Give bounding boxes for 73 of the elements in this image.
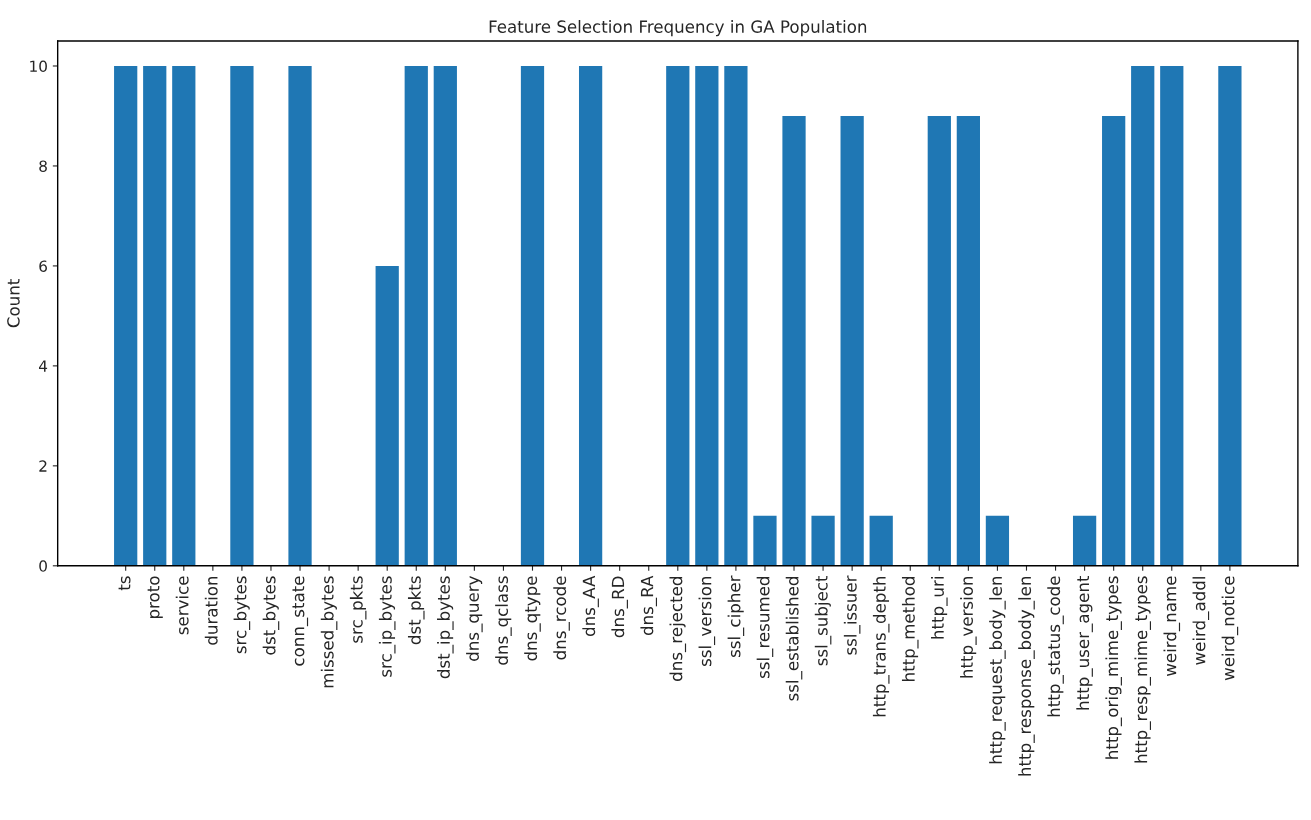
bar xyxy=(404,65,428,566)
x-tick-label: dst_pkts xyxy=(407,576,425,645)
bar xyxy=(811,515,835,566)
x-tick-label: dns_qtype xyxy=(524,576,541,661)
bar xyxy=(288,65,312,566)
bar xyxy=(869,515,893,566)
y-tick-label: 2 xyxy=(39,460,47,472)
bar xyxy=(666,65,690,566)
x-tick-label: ssl_cipher xyxy=(727,575,745,657)
x-tick-label: proto xyxy=(147,576,163,618)
x-tick-label: dst_ip_bytes xyxy=(437,576,454,679)
bar xyxy=(985,515,1010,566)
x-tick-label: dst_bytes xyxy=(262,576,280,655)
x-tick-label: ssl_resumed xyxy=(756,577,774,678)
x-tick-label: dns_RD xyxy=(611,576,628,638)
x-tick-label: http_method xyxy=(901,577,919,681)
x-tick-label: weird_addl xyxy=(1192,577,1210,665)
bar xyxy=(520,65,545,566)
x-tick-label: duration xyxy=(204,576,218,645)
x-tick-label: missed_bytes xyxy=(320,576,338,688)
y-tick-label: 10 xyxy=(30,60,47,73)
bar xyxy=(1218,65,1242,566)
bar xyxy=(1072,515,1097,566)
x-tick-label: http_user_agent xyxy=(1076,575,1093,710)
bar xyxy=(840,115,864,566)
bar xyxy=(782,115,806,566)
bar xyxy=(433,65,457,566)
x-tick-label: dns_rcode xyxy=(553,576,570,660)
x-tick-label: ssl_issuer xyxy=(843,575,861,655)
bar xyxy=(927,115,951,566)
bar xyxy=(375,265,399,566)
y-tick-label: 0 xyxy=(39,560,47,572)
y-tick-label: 6 xyxy=(39,260,47,272)
x-tick-label: src_ip_bytes xyxy=(378,576,396,677)
x-tick-label: dns_rejected xyxy=(669,577,687,681)
x-tick-label: http_trans_depth xyxy=(872,576,890,717)
x-tick-label: http_response_body_len xyxy=(1018,576,1035,776)
x-tick-label: src_pkts xyxy=(349,576,367,643)
y-tick-label: 8 xyxy=(39,160,47,172)
x-tick-label: dns_query xyxy=(466,576,483,661)
x-tick-label: src_bytes xyxy=(233,576,251,654)
y-tick-label: 4 xyxy=(38,360,48,372)
x-tick-label: dns_RA xyxy=(640,575,658,636)
bar xyxy=(143,65,167,566)
bar xyxy=(724,65,748,566)
x-tick-label: http_version xyxy=(960,576,977,678)
x-tick-label: http_resp_mime_types xyxy=(1134,576,1152,763)
bar xyxy=(230,65,254,566)
x-tick-label: conn_state xyxy=(292,576,309,666)
bar xyxy=(1131,65,1155,566)
bar xyxy=(172,65,196,566)
x-tick-label: ssl_established xyxy=(785,577,803,701)
x-tick-label: ssl_subject xyxy=(814,575,832,666)
bar xyxy=(753,515,777,566)
bar xyxy=(695,65,719,566)
chart-title: Feature Selection Frequency in GA Population xyxy=(489,20,867,37)
bar xyxy=(114,65,138,566)
x-tick-label: dns_AA xyxy=(582,575,599,637)
x-tick-label: service xyxy=(175,576,189,635)
bar xyxy=(1160,65,1184,566)
x-tick-label: weird_notice xyxy=(1221,576,1239,681)
y-axis-title: Count xyxy=(7,279,20,328)
bar xyxy=(578,65,603,566)
x-tick-label: dns_qclass xyxy=(495,576,512,665)
x-tick-label: ssl_version xyxy=(698,576,716,666)
bar xyxy=(956,115,980,566)
x-tick-label: http_uri xyxy=(931,577,948,639)
x-tick-label: http_status_code xyxy=(1047,576,1064,717)
x-tick-label: ts xyxy=(118,576,131,591)
x-tick-label: http_orig_mime_types xyxy=(1105,576,1122,759)
x-tick-label: http_request_body_len xyxy=(989,576,1006,764)
bar xyxy=(1102,115,1126,566)
x-tick-label: weird_name xyxy=(1163,576,1181,677)
